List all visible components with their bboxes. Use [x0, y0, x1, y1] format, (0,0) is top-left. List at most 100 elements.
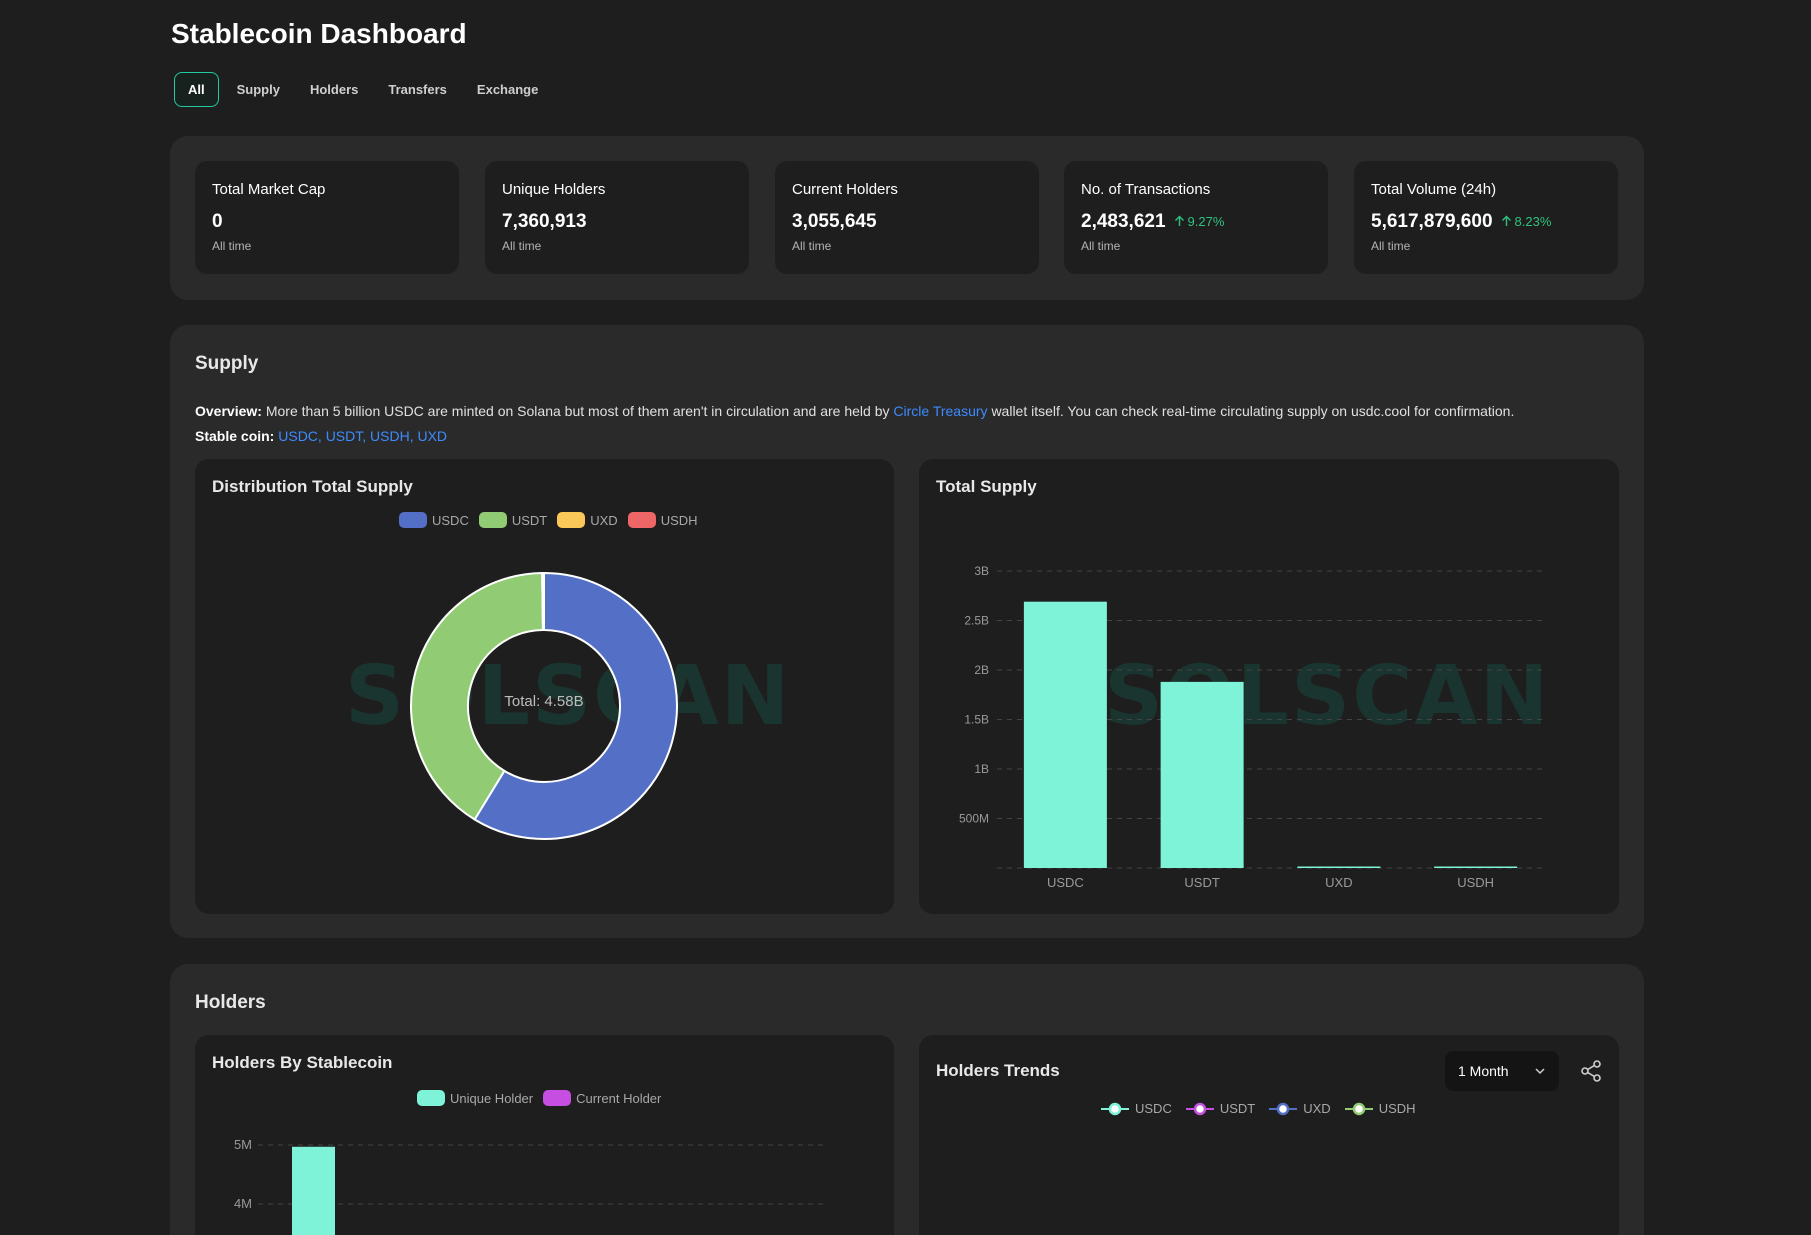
chart-title: Total Supply — [936, 477, 1037, 496]
tab-holders[interactable]: Holders — [309, 82, 359, 97]
stat-delta: 8.23% — [1501, 213, 1552, 229]
y-tick-label: 1.5B — [964, 713, 989, 727]
circle-treasury-link[interactable]: Circle Treasury — [893, 403, 988, 419]
donut-slice-usdh[interactable] — [542, 571, 545, 632]
x-tick-label: UXD — [1325, 875, 1352, 890]
page-title: Stablecoin Dashboard — [171, 18, 467, 49]
stat-value: 3,055,645 — [792, 211, 877, 232]
stat-sub: All time — [1081, 239, 1121, 253]
legend-label: USDH — [660, 512, 698, 528]
stat-value: 5,617,879,600 — [1371, 211, 1493, 232]
section-title-holders: Holders — [195, 992, 266, 1013]
stablecoin-label: Stable coin: — [195, 428, 275, 444]
distribution-chart-card: Distribution Total Supply SOLSCAN USDC U… — [195, 459, 894, 914]
stat-title: Total Volume (24h) — [1371, 181, 1497, 198]
holders-bar-chart[interactable]: 5M 4M — [195, 1035, 894, 1235]
chart-title: Holders Trends — [936, 1061, 1060, 1080]
holders-trends-card: Holders Trends 1 Month USDC USDT UXD — [919, 1035, 1619, 1235]
tab-supply[interactable]: Supply — [236, 82, 280, 97]
stat-value: 7,360,913 — [502, 211, 587, 232]
line-marker-icon — [1269, 1102, 1298, 1115]
legend-label: USDC — [432, 512, 469, 528]
line-marker-icon — [1101, 1102, 1129, 1115]
stat-sub: All time — [1371, 239, 1411, 253]
stat-delta-value: 8.23% — [1514, 213, 1552, 229]
legend-label: USDT — [1219, 1101, 1256, 1116]
legend-item-usdc[interactable]: USDC — [399, 512, 469, 528]
stat-delta-value: 9.27% — [1187, 213, 1225, 229]
overview-label: Overview: — [195, 403, 262, 419]
tab-exchange[interactable]: Exchange — [476, 82, 539, 97]
legend-item-usdh[interactable]: USDH — [627, 512, 698, 528]
donut-chart[interactable]: Total: 4.58B — [195, 459, 894, 914]
bar-unique-holder[interactable] — [292, 1146, 335, 1235]
legend-item-uxd[interactable]: UXD — [1269, 1101, 1331, 1116]
chart-legend: USDC USDT UXD USDH — [399, 512, 698, 528]
legend-item-uxd[interactable]: UXD — [557, 512, 618, 528]
share-icon[interactable] — [1579, 1059, 1603, 1083]
legend-label: USDC — [1135, 1101, 1172, 1116]
x-tick-label: USDT — [1184, 875, 1219, 890]
arrow-up-icon — [1174, 215, 1184, 226]
stat-title: Total Market Cap — [212, 181, 326, 198]
chart-title: Distribution Total Supply — [212, 477, 413, 496]
stat-card-unique-holders: Unique Holders 7,360,913 All time — [485, 161, 749, 274]
stat-card-volume: Total Volume (24h) 5,617,879,600 8.23% A… — [1354, 161, 1618, 274]
range-select[interactable]: 1 Month — [1445, 1051, 1559, 1091]
legend-label: USDH — [1378, 1101, 1416, 1116]
legend-item-usdt[interactable]: USDT — [478, 512, 548, 528]
overview-text-2: wallet itself. You can check real-time c… — [991, 403, 1515, 419]
arrow-up-icon — [1501, 215, 1511, 226]
tab-transfers[interactable]: Transfers — [388, 82, 447, 97]
legend-item-usdt[interactable]: USDT — [1185, 1101, 1256, 1116]
y-tick-label: 3B — [974, 564, 989, 578]
y-tick-label: 1B — [974, 762, 989, 776]
chart-legend: Unique Holder Current Holder — [417, 1090, 661, 1106]
legend-item-unique-holder[interactable]: Unique Holder — [417, 1090, 533, 1106]
bar-chart[interactable]: 500M 1B 1.5B 2B 2.5B 3B USDC USDT UXD USDH — [919, 459, 1619, 914]
y-tick-label: 4M — [234, 1196, 252, 1211]
line-marker-icon — [1185, 1102, 1214, 1115]
holders-by-stablecoin-card: Holders By Stablecoin Unique Holder Curr… — [195, 1035, 894, 1235]
legend-label: Current Holder — [576, 1090, 662, 1106]
stat-sub: All time — [502, 239, 542, 253]
stat-title: Unique Holders — [502, 181, 606, 198]
section-title-supply: Supply — [195, 353, 259, 374]
total-supply-chart-card: Total Supply SOLSCAN 500M 1B 1.5B 2B 2.5B 3B U… — [919, 459, 1619, 914]
legend-item-current-holder[interactable]: Current Holder — [543, 1090, 661, 1106]
bar-usdt[interactable] — [1160, 681, 1244, 868]
legend-item-usdh[interactable]: USDH — [1344, 1101, 1416, 1116]
stat-value: 2,483,621 — [1081, 211, 1166, 232]
range-select-value: 1 Month — [1458, 1063, 1509, 1079]
overview-text: More than 5 billion USDC are minted on S… — [265, 403, 890, 419]
stats-panel: Total Market Cap 0 All time Unique Holde… — [170, 136, 1644, 300]
donut-slice-usdt[interactable] — [410, 572, 544, 821]
legend-label: USDT — [511, 512, 548, 528]
donut-center-label: Total: 4.58B — [504, 693, 583, 710]
stablecoin-links[interactable]: USDC, USDT, USDH, UXD — [278, 428, 448, 444]
bar-usdh[interactable] — [1434, 866, 1518, 869]
stat-sub: All time — [212, 239, 252, 253]
legend-label: UXD — [1303, 1101, 1331, 1116]
y-tick-label: 500M — [959, 812, 989, 826]
tab-all[interactable]: All — [174, 72, 219, 107]
bar-uxd[interactable] — [1297, 866, 1381, 869]
tab-bar: All Supply Holders Transfers Exchange — [174, 72, 550, 107]
supply-overview: Overview: More than 5 billion USDC are m… — [195, 399, 1625, 449]
legend-item-usdc[interactable]: USDC — [1101, 1101, 1172, 1116]
legend-label: Unique Holder — [450, 1090, 534, 1106]
stat-sub: All time — [792, 239, 832, 253]
chevron-down-icon — [1535, 1068, 1545, 1075]
y-tick-label: 2B — [974, 663, 989, 677]
stat-title: No. of Transactions — [1081, 181, 1211, 198]
bar-usdc[interactable] — [1023, 601, 1107, 868]
donut-slice-usdc[interactable] — [473, 572, 678, 840]
stat-delta: 9.27% — [1174, 213, 1225, 229]
chart-title: Holders By Stablecoin — [212, 1053, 393, 1072]
line-marker-icon — [1344, 1102, 1373, 1115]
supply-section: Supply Overview: More than 5 billion USD… — [170, 325, 1644, 938]
stat-value: 0 — [212, 211, 223, 232]
y-tick-label: 5M — [234, 1137, 252, 1152]
legend-label: UXD — [590, 512, 618, 528]
x-tick-label: USDC — [1047, 875, 1084, 890]
